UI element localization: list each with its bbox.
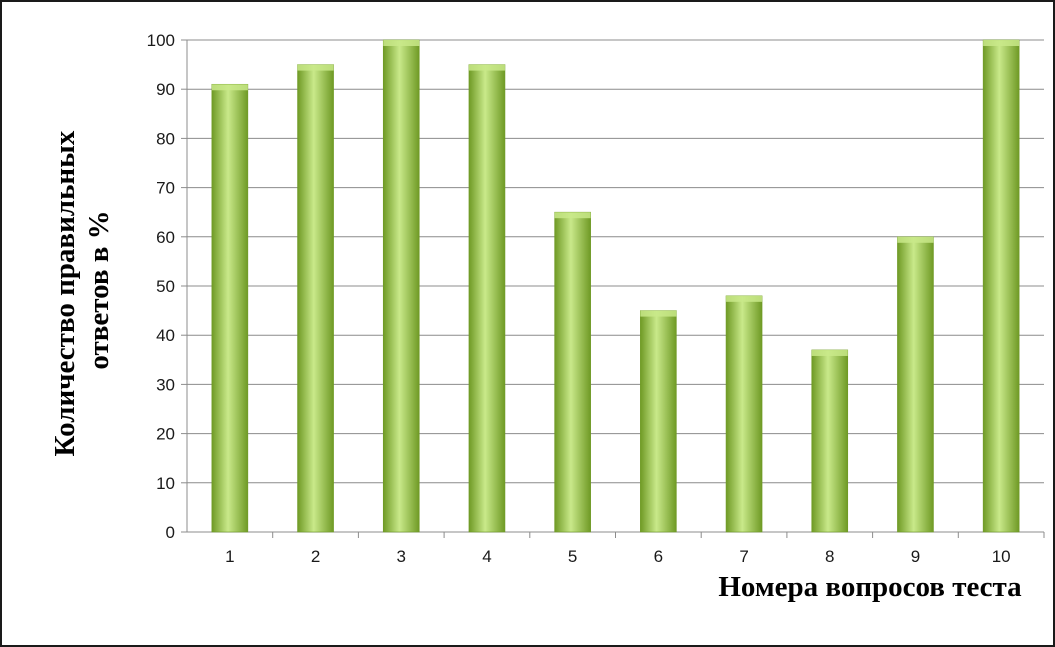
- x-tick-label: 10: [992, 547, 1011, 566]
- bar-5: [554, 211, 591, 533]
- bar-cap-8: [811, 349, 848, 356]
- y-tick-label: 20: [156, 425, 175, 444]
- bar-2: [297, 64, 334, 533]
- bar-cap-6: [640, 310, 677, 317]
- bar-cap-7: [726, 295, 763, 302]
- y-tick-label: 90: [156, 80, 175, 99]
- x-tick-label: 8: [825, 547, 834, 566]
- bar-7: [725, 295, 763, 533]
- bar-1: [211, 83, 249, 533]
- x-tick-label: 6: [654, 547, 663, 566]
- y-tick-label: 30: [156, 375, 175, 394]
- bar-cap-5: [554, 212, 591, 219]
- bar-10: [982, 39, 1020, 533]
- y-tick-label: 40: [156, 326, 175, 345]
- bar-cap-1: [211, 84, 248, 91]
- x-tick-label: 9: [911, 547, 920, 566]
- bar-6: [640, 310, 677, 533]
- x-tick-label: 4: [482, 547, 491, 566]
- bar-cap-2: [297, 64, 334, 71]
- y-tick-label: 80: [156, 129, 175, 148]
- bar-4: [468, 64, 506, 533]
- x-tick-label: 7: [739, 547, 748, 566]
- x-tick-label: 2: [311, 547, 320, 566]
- y-tick-label: 0: [166, 523, 175, 542]
- bar-cap-9: [897, 236, 934, 243]
- bar-8: [811, 349, 849, 533]
- bars: [211, 39, 1020, 533]
- y-tick-label: 10: [156, 474, 175, 493]
- y-axis-title: Количество правильных ответов в %: [49, 123, 115, 456]
- y-tick-label: 100: [147, 31, 175, 50]
- y-tick-label: 70: [156, 179, 175, 198]
- bar-cap-10: [983, 40, 1020, 46]
- y-axis-title-line1: Количество правильных: [49, 130, 81, 456]
- bar-cap-4: [468, 64, 505, 71]
- y-axis-title-line2: ответов в %: [83, 210, 115, 369]
- tick-labels: 0 10 20 30 40 50 60 70 80 90 100 1 2 3 4 5 6 7 8 9 10: [147, 31, 1011, 566]
- bar-cap-3: [383, 40, 420, 46]
- x-axis-title: Номера вопросов теста: [718, 571, 1022, 603]
- bar-9: [897, 236, 934, 533]
- bar-3: [382, 39, 420, 533]
- y-tick-label: 60: [156, 228, 175, 247]
- x-tick-label: 1: [225, 547, 234, 566]
- x-tick-label: 3: [397, 547, 406, 566]
- x-tick-label: 5: [568, 547, 577, 566]
- y-tick-label: 50: [156, 277, 175, 296]
